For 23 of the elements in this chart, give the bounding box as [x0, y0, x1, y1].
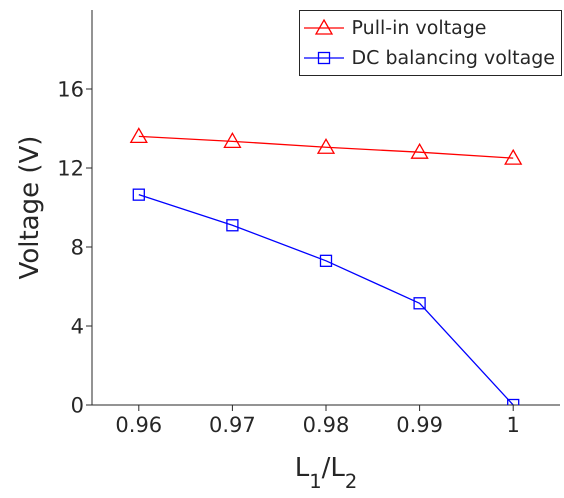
x-axis-title: L$_{1}$/L$_{2}$	[294, 453, 358, 492]
y-tick-label: 12	[57, 156, 84, 180]
y-tick-label: 16	[57, 77, 84, 102]
point	[132, 188, 145, 201]
legend-label: Pull-in voltage	[352, 17, 486, 39]
point	[413, 297, 426, 310]
y-tick-label: 4	[70, 314, 84, 338]
x-tick-label: 1	[506, 412, 520, 437]
y-tick-label: 8	[70, 235, 84, 260]
point	[317, 138, 335, 154]
y-tick-label: 0	[70, 393, 84, 418]
x-tick-label: 0.99	[396, 412, 443, 437]
legend-label: DC balancing voltage	[352, 47, 555, 69]
point	[224, 132, 242, 148]
x-tick-label: 0.98	[302, 412, 350, 437]
x-tick-label: 0.97	[209, 412, 256, 437]
point	[130, 128, 148, 144]
x-tick-label: 0.96	[115, 412, 162, 437]
point	[504, 149, 522, 165]
point	[410, 144, 428, 159]
y-axis-title: Voltage (V)	[15, 136, 45, 280]
point	[226, 219, 239, 232]
point	[320, 254, 332, 267]
